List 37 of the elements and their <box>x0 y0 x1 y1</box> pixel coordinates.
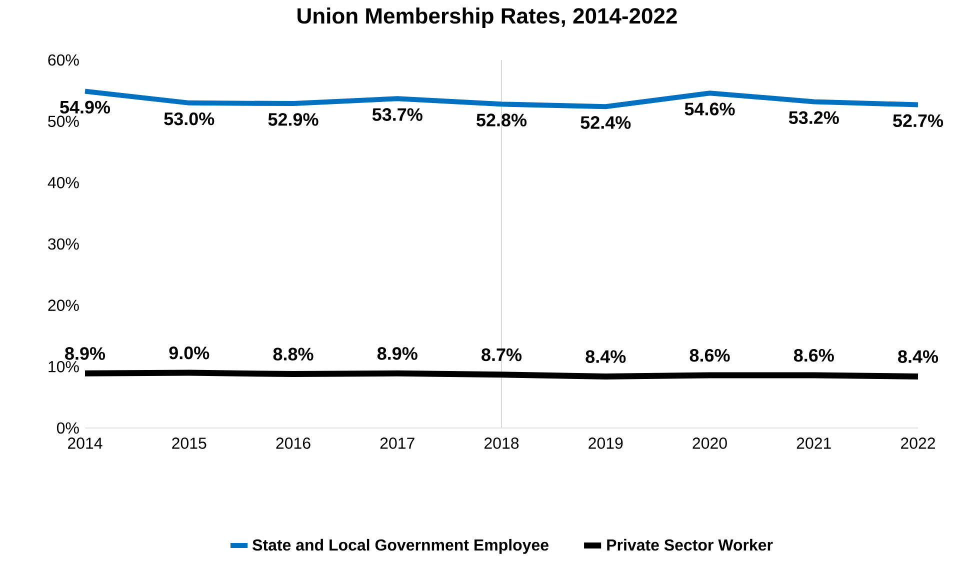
data-label: 8.7% <box>482 348 522 362</box>
y-tick-label: 30% <box>48 238 79 250</box>
data-label: 53.0% <box>164 112 214 126</box>
data-label: 52.7% <box>893 114 944 128</box>
data-label: 8.4% <box>586 350 626 363</box>
data-label: 8.9% <box>65 347 106 360</box>
legend-label: Private Sector Worker <box>607 538 773 551</box>
data-label: 8.4% <box>898 350 938 363</box>
x-tick-label: 2022 <box>901 438 935 449</box>
data-label: 8.6% <box>794 348 834 362</box>
y-tick-label: 0% <box>56 422 79 434</box>
x-tick-label: 2014 <box>68 438 102 449</box>
x-tick-label: 2016 <box>276 438 310 449</box>
y-tick-label: 10% <box>48 361 79 372</box>
x-tick-label: 2015 <box>172 438 206 449</box>
data-label: 52.8% <box>476 114 527 126</box>
data-label: 52.9% <box>268 113 318 126</box>
data-label: 53.2% <box>788 111 839 124</box>
x-tick-label: 2018 <box>484 438 519 449</box>
data-label: 54.6% <box>684 102 735 116</box>
x-tick-label: 2017 <box>380 438 414 449</box>
legend-label: State and Local Government Employee <box>252 538 548 554</box>
y-tick-label: 20% <box>48 300 79 311</box>
y-tick-label: 60% <box>48 54 79 66</box>
data-label: 52.4% <box>580 116 631 129</box>
data-label: 9.0% <box>169 346 210 360</box>
y-tick-label: 50% <box>48 116 79 127</box>
data-label: 54.9% <box>60 100 110 114</box>
y-tick-label: 40% <box>48 177 79 188</box>
chart-title: Union Membership Rates, 2014-2022 <box>298 8 677 28</box>
data-label: 8.9% <box>377 347 418 360</box>
data-label: 8.8% <box>273 348 314 360</box>
data-label: 8.6% <box>690 348 730 362</box>
x-tick-label: 2019 <box>588 438 623 449</box>
data-label: 53.7% <box>372 108 422 121</box>
x-tick-label: 2020 <box>692 438 727 449</box>
x-tick-label: 2021 <box>796 438 831 449</box>
